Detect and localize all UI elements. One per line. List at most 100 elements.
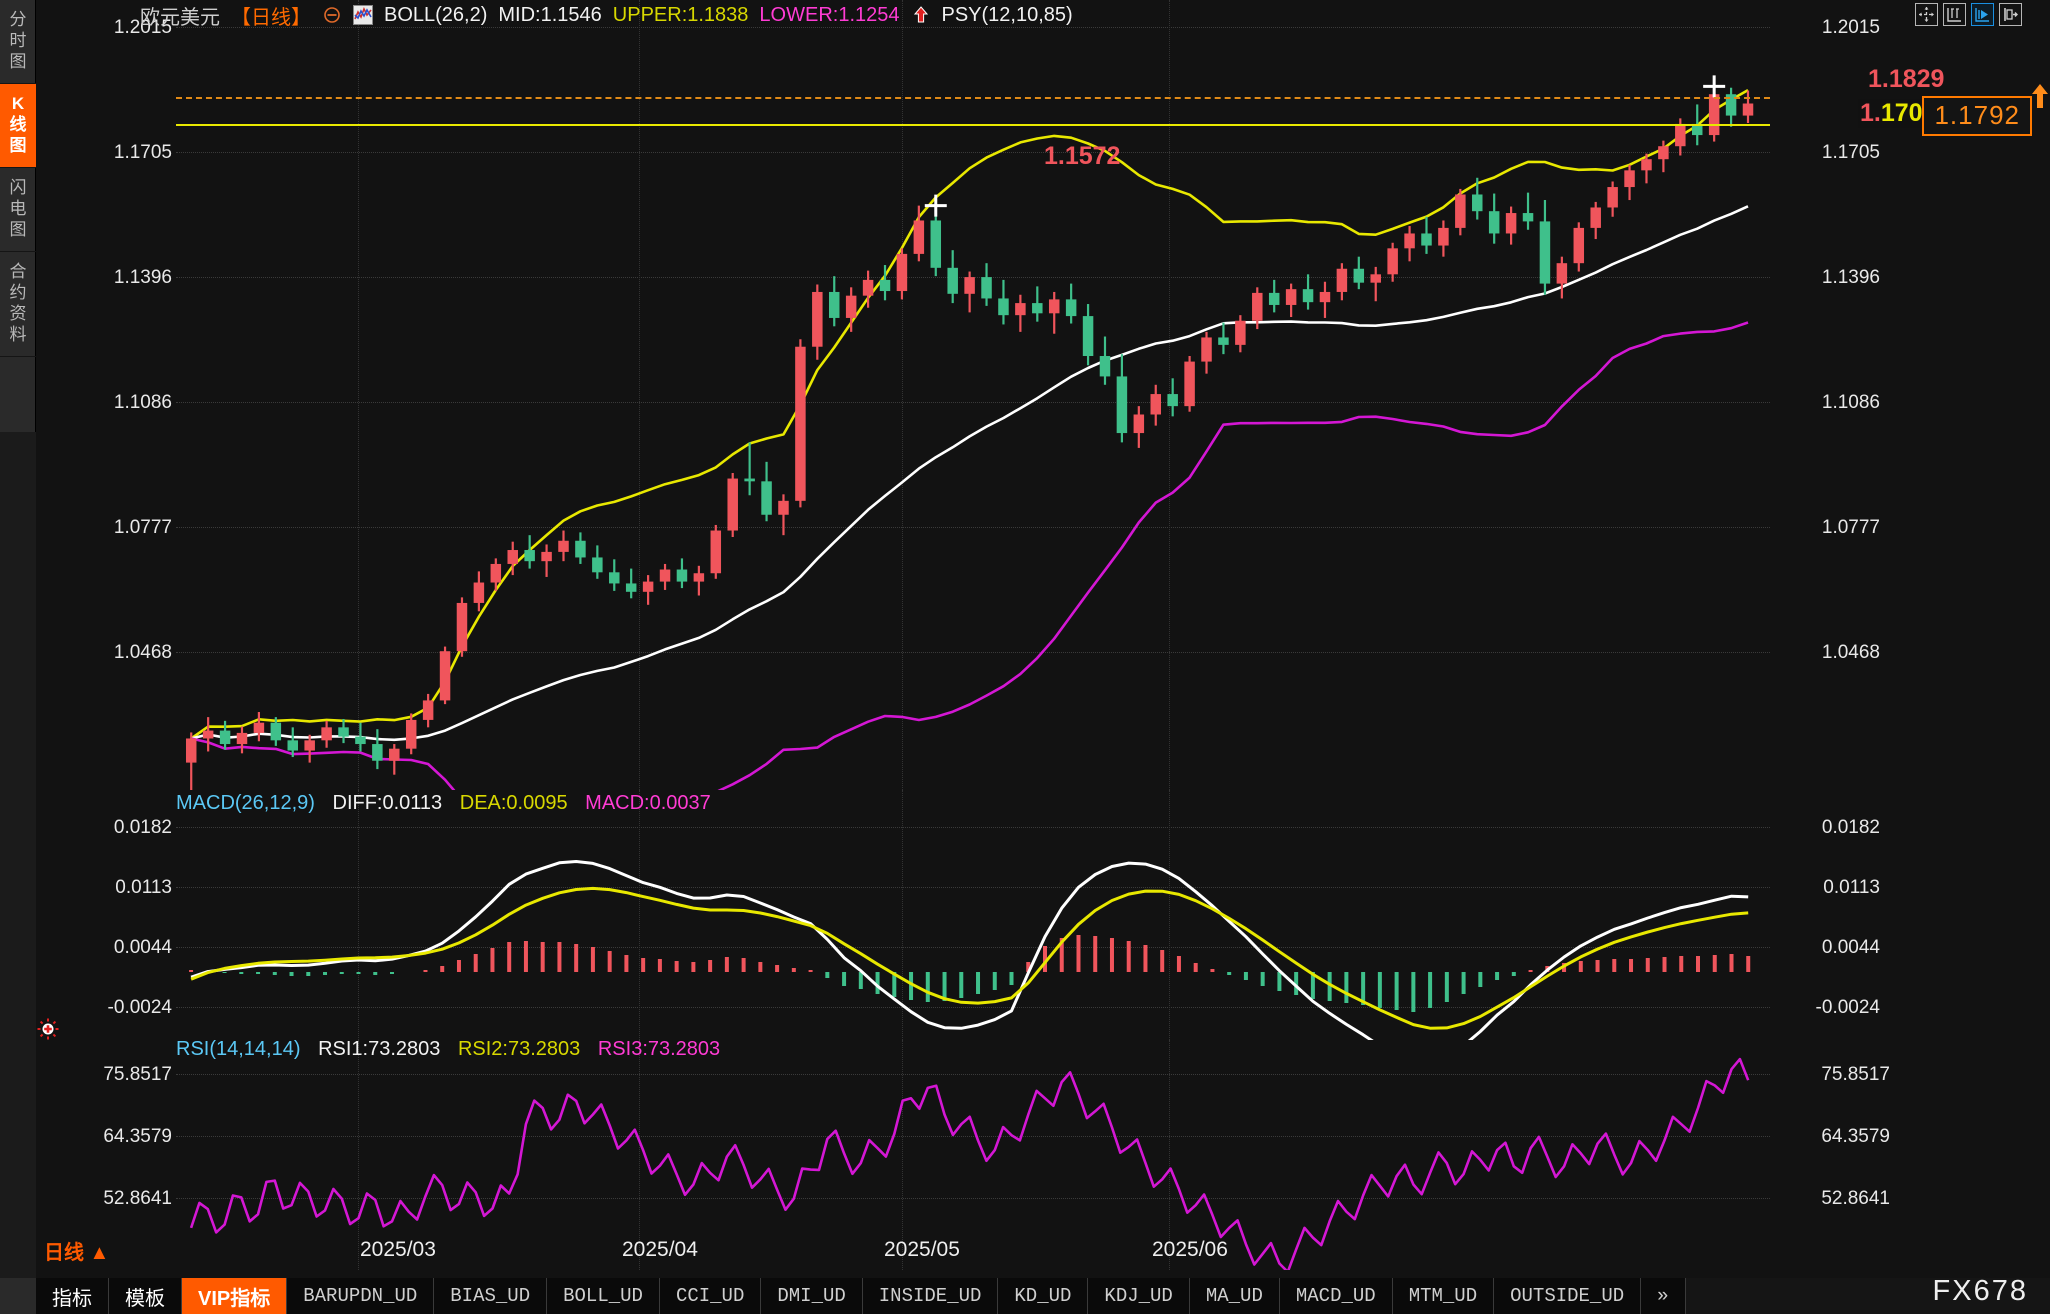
- boll-mid-value: MID:1.1546: [498, 3, 602, 26]
- sidebar-item-char: 电: [9, 199, 27, 218]
- up-arrow-icon[interactable]: [911, 4, 931, 27]
- btn-bias-ud[interactable]: BIAS_UD: [434, 1278, 548, 1314]
- btn-dmi-ud[interactable]: DMI_UD: [761, 1278, 863, 1314]
- price-ytick-r3: 1.1086: [1821, 392, 1880, 413]
- live-record-icon: [36, 1017, 60, 1041]
- price-plot-area[interactable]: [176, 0, 1770, 790]
- macd-ytick-2: 0.0044: [113, 937, 172, 958]
- sidebar-item-char: 图: [9, 136, 27, 155]
- btn-more[interactable]: »: [1641, 1278, 1686, 1314]
- boll-params: BOLL(26,2): [384, 3, 488, 26]
- rsi-title: RSI(14,14,14): [176, 1038, 301, 1060]
- btn-cci-ud[interactable]: CCI_UD: [659, 1278, 762, 1314]
- rsi-ytick-2: 52.8641: [103, 1188, 172, 1209]
- btn-vip-indicator[interactable]: VIP指标: [182, 1278, 288, 1314]
- rsi-ytick-r1: 64.3579: [1821, 1126, 1890, 1147]
- rsi-legend: RSI(14,14,14) RSI1:73.2803 RSI2:73.2803 …: [176, 1038, 732, 1061]
- macd-ytick-r1: 0.0113: [1823, 877, 1880, 898]
- price-ytick-r1: 1.1705: [1821, 142, 1880, 163]
- sidebar-item-char: 线: [9, 115, 27, 134]
- sidebar-item-char: 合: [9, 262, 27, 281]
- btn-boll-ud[interactable]: BOLL_UD: [547, 1278, 660, 1314]
- rsi-1: RSI1:73.2803: [318, 1038, 441, 1060]
- bottombar-spacer: [1685, 1278, 2050, 1314]
- chart-canvas[interactable]: 欧元美元 【日线】 BOLL(26,2) MID:1.1546 UPPER:1.…: [36, 0, 2050, 1314]
- macd-panel[interactable]: MACD(26,12,9) DIFF:0.0113 DEA:0.0095 MAC…: [36, 790, 2050, 1040]
- measure-tool-icon[interactable]: [1943, 3, 1966, 26]
- xtick-1: 2025/04: [622, 1238, 698, 1261]
- last-price-box[interactable]: 1.1792: [1922, 96, 2032, 136]
- macd-ytick-0: 0.0182: [113, 817, 172, 838]
- sidebar-filler: [0, 432, 36, 1314]
- macd-series-svg: [189, 860, 1751, 1040]
- price-ytick-3: 1.1086: [113, 392, 172, 413]
- xtick-3: 2025/06: [1152, 1238, 1228, 1261]
- rsi-ytick-0: 75.8517: [103, 1064, 172, 1085]
- price-ytick-2: 1.1396: [113, 267, 172, 288]
- sidebar-item-char: 资: [9, 304, 27, 323]
- boll-upper-value: UPPER:1.1838: [612, 3, 749, 26]
- price-ytick-r4: 1.0777: [1821, 517, 1880, 538]
- price-alert-line: [176, 124, 1770, 126]
- btn-mtm-ud[interactable]: MTM_UD: [1392, 1278, 1495, 1314]
- price-ytick-4: 1.0777: [113, 517, 172, 538]
- macd-ytick-1: 0.0113: [115, 877, 172, 898]
- rsi-ytick-r2: 52.8641: [1821, 1188, 1890, 1209]
- bottombar-left-pad: [0, 1278, 36, 1314]
- period-toggle[interactable]: 日线 ▲: [44, 1242, 110, 1264]
- bottom-indicator-bar: 指标 模板 VIP指标 BARUPDN_UD BIAS_UD BOLL_UD CCI_UD D…: [0, 1278, 2050, 1314]
- last-price-arrow-icon: [2030, 82, 2050, 110]
- macd-ytick-3: -0.0024: [107, 997, 172, 1018]
- btn-kdj-ud[interactable]: KDJ_UD: [1088, 1278, 1190, 1314]
- btn-barupdn-ud[interactable]: BARUPDN_UD: [287, 1278, 435, 1314]
- rsi-ytick-r0: 75.8517: [1821, 1064, 1890, 1085]
- sidebar-item-char: 分: [9, 10, 27, 29]
- price-ytick-r5: 1.0468: [1821, 642, 1880, 663]
- psy-params: PSY(12,10,85): [941, 3, 1073, 26]
- boll-lower-value: LOWER:1.1254: [759, 3, 900, 26]
- minus-icon[interactable]: [322, 4, 342, 27]
- crosshair-tool-icon[interactable]: [1915, 3, 1938, 26]
- price-ytick-r2: 1.1396: [1821, 267, 1880, 288]
- sidebar-item-char: K: [11, 94, 25, 113]
- macd-ytick-r3: -0.0024: [1815, 997, 1880, 1018]
- chart-header-legend: 欧元美元 【日线】 BOLL(26,2) MID:1.1546 UPPER:1.…: [140, 2, 1084, 29]
- sidebar-item-char: 时: [9, 31, 27, 50]
- sidebar-item-char: 闪: [9, 178, 27, 197]
- btn-indicator[interactable]: 指标: [36, 1278, 109, 1314]
- btn-template[interactable]: 模板: [109, 1278, 182, 1314]
- rsi-plot-area[interactable]: [176, 1040, 1770, 1270]
- macd-legend: MACD(26,12,9) DIFF:0.0113 DEA:0.0095 MAC…: [176, 792, 723, 815]
- swing-high-label: 1.1829: [1868, 65, 1945, 93]
- btn-inside-ud[interactable]: INSIDE_UD: [862, 1278, 999, 1314]
- price-ytick-1: 1.1705: [113, 142, 172, 163]
- btn-outside-ud[interactable]: OUTSIDE_UD: [1494, 1278, 1642, 1314]
- upper-dashed-line: [176, 97, 1770, 99]
- macd-macd: MACD:0.0037: [585, 792, 711, 814]
- rsi-panel[interactable]: RSI(14,14,14) RSI1:73.2803 RSI2:73.2803 …: [36, 1038, 2050, 1270]
- price-series-svg: [185, 75, 1754, 790]
- price-ytick-5: 1.0468: [113, 642, 172, 663]
- symbol-name: 欧元美元: [140, 6, 220, 29]
- bottombar-buttons: 指标 模板 VIP指标 BARUPDN_UD BIAS_UD BOLL_UD CCI_UD D…: [36, 1278, 1686, 1314]
- price-panel[interactable]: 1.2015 1.1705 1.1396 1.1086 1.0777 1.046…: [36, 0, 2050, 790]
- btn-kd-ud[interactable]: KD_UD: [998, 1278, 1089, 1314]
- xtick-0: 2025/03: [360, 1238, 436, 1261]
- macd-ytick-r2: 0.0044: [1821, 937, 1880, 958]
- expand-tool-icon[interactable]: [1999, 3, 2022, 26]
- xtick-2: 2025/05: [884, 1238, 960, 1261]
- macd-dea: DEA:0.0095: [459, 792, 568, 814]
- sidebar-item-contract-info[interactable]: 合约资料: [0, 252, 36, 357]
- btn-macd-ud[interactable]: MACD_UD: [1279, 1278, 1393, 1314]
- zoom-tool-icon[interactable]: [1971, 3, 1994, 26]
- boll-chart-icon[interactable]: [353, 4, 373, 27]
- sidebar-item-lightning[interactable]: 闪电图: [0, 168, 36, 252]
- btn-ma-ud[interactable]: MA_UD: [1189, 1278, 1280, 1314]
- price-ytick-0: 1.2015: [113, 17, 172, 38]
- macd-plot-area[interactable]: [176, 790, 1770, 1040]
- sidebar-item-timeshare[interactable]: 分时图: [0, 0, 36, 84]
- brand-logo: FX678: [1932, 1275, 2028, 1307]
